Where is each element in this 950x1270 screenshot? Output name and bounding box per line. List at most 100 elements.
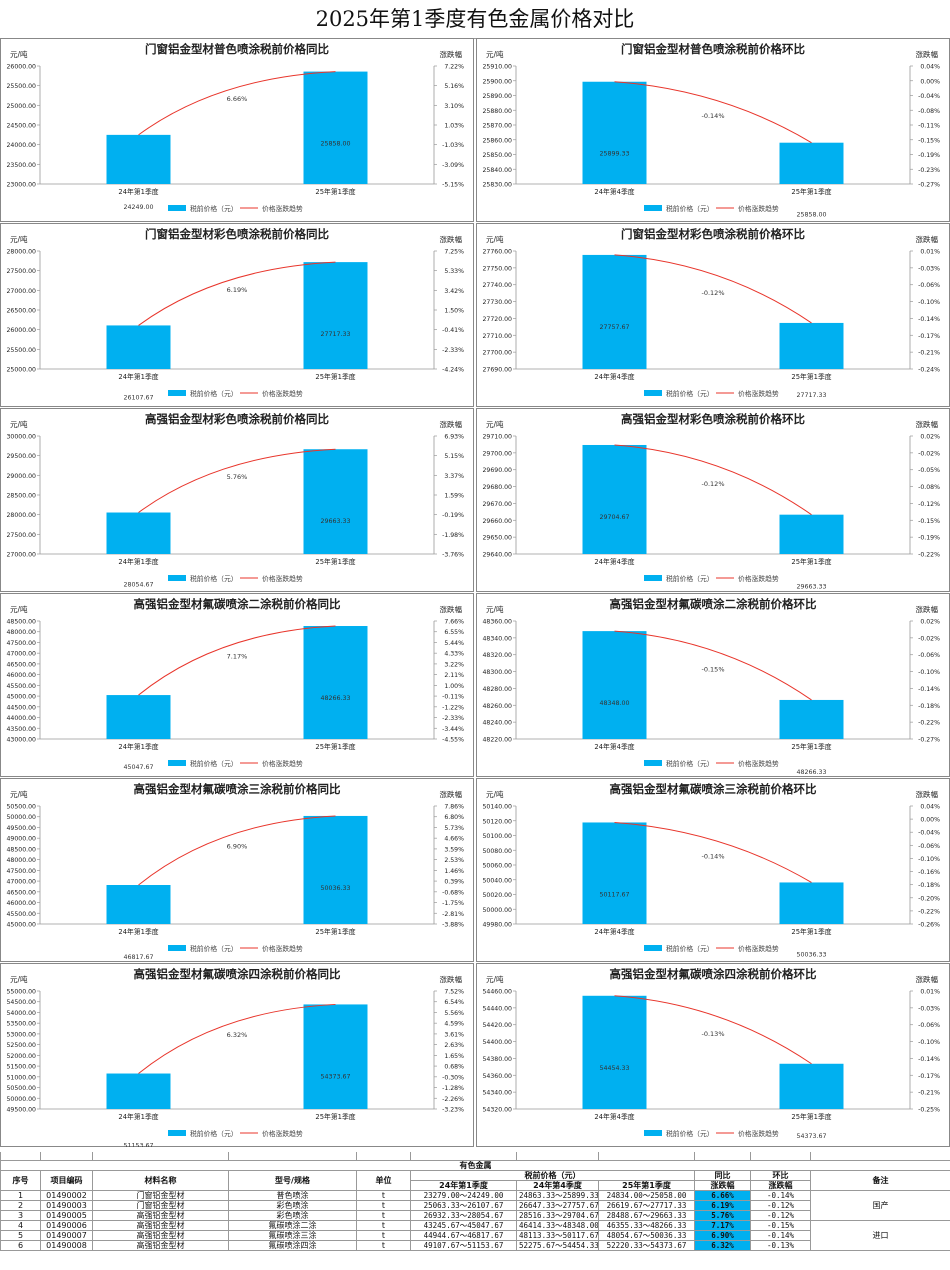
y-tick-label: 29710.00 [482, 434, 512, 441]
header-q1-24: 24年第1季度 [410, 1180, 517, 1191]
bar [303, 71, 368, 184]
y2-tick-label: 2.11% [444, 672, 464, 679]
header-yoy-change: 涨跌幅 [694, 1180, 751, 1191]
y2-tick-label: 2.53% [444, 857, 464, 864]
y-axis-label: 元/吨 [10, 234, 28, 244]
y2-tick-label: -0.10% [918, 1039, 940, 1046]
bar [106, 1073, 171, 1109]
y-tick-label: 55000.00 [6, 989, 36, 996]
x-tick-label: 25年第1季度 [315, 742, 355, 751]
x-tick-label: 24年第1季度 [118, 742, 158, 751]
bar-value-label: 48266.33 [320, 695, 350, 702]
chart-frame [0, 593, 474, 777]
cell-unit: t [356, 1210, 411, 1221]
y2-tick-label: 5.56% [444, 1010, 464, 1017]
y2-tick-label: 0.01% [920, 989, 940, 996]
x-tick-label: 24年第1季度 [118, 187, 158, 196]
bar-value-label: 29704.67 [599, 514, 629, 521]
y-tick-label: 48340.00 [482, 635, 512, 642]
y-tick-label: 48500.00 [6, 619, 36, 626]
bar-value-label: 25899.33 [599, 151, 629, 158]
bar-value-label: 28054.67 [123, 582, 153, 589]
price-table: 有色金属 序号 项目编码 材料名称 型号/规格 单位 税前价格（元） 同比 环比… [0, 1152, 950, 1270]
y-tick-label: 47000.00 [6, 651, 36, 658]
legend-bar-label: 税前价格（元） [666, 944, 714, 953]
cell-seq: 6 [0, 1240, 41, 1251]
cell-code: 01490003 [40, 1200, 93, 1211]
legend-bar-label: 税前价格（元） [190, 759, 238, 768]
x-tick-label: 24年第1季度 [118, 1112, 158, 1121]
y2-tick-label: 0.04% [920, 64, 940, 71]
y2-tick-label: -3.44% [442, 726, 464, 733]
cell-name: 高强铝金型材 [92, 1240, 229, 1251]
header-row-1: 序号 项目编码 材料名称 型号/规格 单位 税前价格（元） 同比 环比 备注 [0, 1170, 950, 1191]
table-row: 1 01490002 门窗铝金型材 普色喷涂 t 23279.00～24249.00 248… [0, 1190, 950, 1221]
y2-tick-label: 0.00% [920, 78, 940, 85]
bar-value-label: 54454.33 [599, 1065, 629, 1072]
y2-tick-label: -0.04% [918, 93, 940, 100]
legend-line-label: 价格涨跌趋势 [738, 574, 779, 583]
y2-tick-label: -0.41% [442, 327, 464, 334]
legend-bar-swatch [168, 390, 186, 396]
cell-seq: 1 [0, 1190, 41, 1201]
cell-q1-25: 26619.67～27717.33 [598, 1200, 695, 1211]
legend-line-label: 价格涨跌趋势 [738, 944, 779, 953]
change-label: 6.19% [227, 286, 248, 294]
y-tick-label: 48000.00 [6, 629, 36, 636]
y2-axis-label: 涨跌幅 [916, 789, 939, 799]
x-tick-label: 25年第1季度 [791, 927, 831, 936]
y2-axis-label: 涨跌幅 [440, 419, 463, 429]
y-tick-label: 26000.00 [6, 327, 36, 334]
y2-tick-label: -0.12% [918, 501, 940, 508]
cell-seq: 3 [0, 1210, 41, 1221]
bar [106, 885, 171, 924]
bar [779, 514, 844, 554]
y2-tick-label: -2.26% [442, 1096, 464, 1103]
y2-tick-label: 0.00% [920, 817, 940, 824]
trend-line [614, 630, 812, 701]
legend-line-label: 价格涨跌趋势 [262, 1129, 303, 1138]
y-tick-label: 54400.00 [482, 1039, 512, 1046]
cell-q1-24: 23279.00～24249.00 [410, 1190, 517, 1201]
y-tick-label: 27500.00 [6, 532, 36, 539]
legend-line-label: 价格涨跌趋势 [262, 944, 303, 953]
cell-spec: 氟碳喷涂二涂 [228, 1220, 357, 1231]
bar-value-label: 50036.33 [320, 885, 350, 892]
y2-tick-label: -2.81% [442, 911, 464, 918]
legend-bar-swatch [644, 575, 662, 581]
y2-tick-label: -0.20% [918, 895, 940, 902]
y2-tick-label: -0.14% [918, 686, 940, 693]
x-tick-label: 25年第1季度 [791, 372, 831, 381]
y2-tick-label: -0.19% [918, 535, 940, 542]
y2-axis-label: 涨跌幅 [916, 49, 939, 59]
bar-value-label: 25858.00 [320, 141, 350, 148]
y-tick-label: 27730.00 [482, 299, 512, 306]
y2-tick-label: -0.27% [918, 182, 940, 189]
header-seq: 序号 [0, 1170, 41, 1191]
y-tick-label: 50040.00 [482, 877, 512, 884]
y-tick-label: 49500.00 [6, 825, 36, 832]
y-tick-label: 48320.00 [482, 652, 512, 659]
y2-tick-label: 7.52% [444, 989, 464, 996]
cell-q4-24: 26647.33～27757.67 [516, 1200, 599, 1211]
y-tick-label: 27710.00 [482, 333, 512, 340]
cell-name: 高强铝金型材 [92, 1210, 229, 1221]
trend-line [614, 254, 812, 324]
cell-q1-25: 48054.67～50036.33 [598, 1230, 695, 1241]
page-title: 2025年第1季度有色金属价格对比 [0, 0, 950, 39]
y2-tick-label: -0.17% [918, 1073, 940, 1080]
group-title: 有色金属 [0, 1160, 950, 1171]
cell-qoq: -0.15% [750, 1220, 811, 1231]
legend-bar-label: 税前价格（元） [190, 944, 238, 953]
y-tick-label: 48280.00 [482, 686, 512, 693]
y2-tick-label: -1.03% [442, 142, 464, 149]
bar-value-label: 51153.67 [123, 1143, 153, 1147]
cell-qoq: -0.13% [750, 1240, 811, 1251]
cell-name: 门窗铝金型材 [92, 1190, 229, 1201]
change-label: 6.32% [227, 1031, 248, 1039]
table-row: 4 01490006 高强铝金型材 氟碳喷涂二涂 t 43245.67～45047.67 4… [0, 1220, 950, 1251]
y-tick-label: 24500.00 [6, 123, 36, 130]
